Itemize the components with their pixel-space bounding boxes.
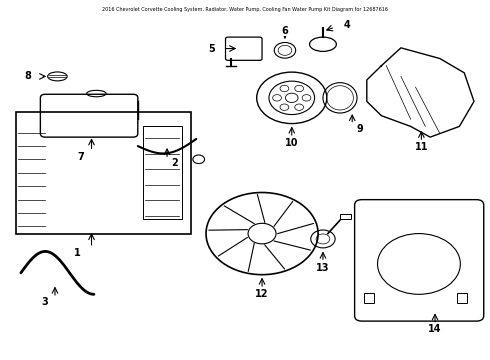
Bar [365,293,374,303]
Text: 7: 7 [77,152,84,162]
Text: 13: 13 [316,262,330,273]
Text: 4: 4 [344,19,351,30]
Text: 11: 11 [415,142,428,152]
Text: 2: 2 [171,158,178,168]
Bar [16,112,192,234]
Text: 14: 14 [428,324,442,334]
Bar [457,293,466,303]
Text: 5: 5 [208,44,215,54]
Text: 8: 8 [25,71,32,81]
Text: 6: 6 [282,26,288,36]
Text: 2016 Chevrolet Corvette Cooling System, Radiator, Water Pump, Cooling Fan Water : 2016 Chevrolet Corvette Cooling System, … [102,7,388,12]
Text: 9: 9 [356,124,363,134]
Bar [340,214,351,219]
Bar [143,126,182,219]
Text: 3: 3 [42,297,49,307]
Text: 1: 1 [74,248,80,258]
Text: 12: 12 [255,289,269,299]
Text: 10: 10 [285,138,298,148]
